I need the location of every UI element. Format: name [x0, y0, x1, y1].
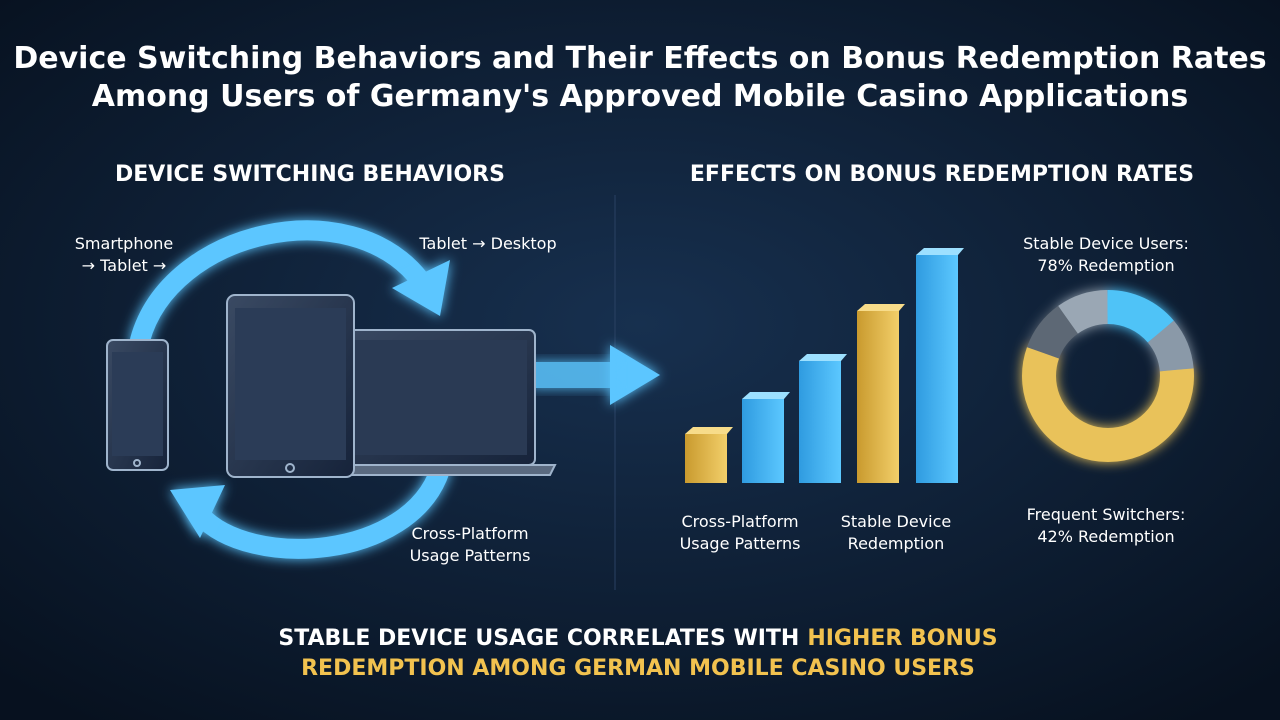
left-label: Tablet → Desktop [418, 234, 556, 253]
bar-body [685, 434, 727, 483]
bar-body [916, 255, 958, 483]
donut-label: 42% Redemption [1037, 527, 1174, 546]
title-line: Device Switching Behaviors and Their Eff… [13, 41, 1266, 76]
bar-body [857, 311, 899, 483]
devices [106, 294, 557, 478]
donut-segment [1022, 290, 1194, 462]
bar-top [685, 427, 733, 434]
donut-label: Stable Device Users: [1023, 234, 1189, 253]
donut-illustration [1022, 290, 1194, 462]
donut-segment [1022, 290, 1194, 462]
left-label: Cross-Platform [411, 524, 528, 543]
left-label: Smartphone [75, 234, 173, 253]
bar-label: Usage Patterns [680, 534, 801, 553]
bar-label: Stable Device [841, 512, 951, 531]
section-heading: EFFECTS ON BONUS REDEMPTION RATES [690, 162, 1194, 187]
footer-highlight: REDEMPTION AMONG GERMAN MOBILE CASINO US… [301, 656, 975, 681]
donut-label: Frequent Switchers: [1027, 505, 1186, 524]
bar-top [916, 248, 964, 255]
arrow-heads [170, 260, 660, 538]
bar-label: Cross-Platform [681, 512, 798, 531]
bar-body [742, 399, 784, 483]
bar-top [742, 392, 790, 399]
footer-highlight: HIGHER BONUS [807, 626, 997, 651]
section-heading: DEVICE SWITCHING BEHAVIORS [115, 162, 505, 187]
cycle-arrows [130, 220, 450, 559]
footer-line: STABLE DEVICE USAGE CORRELATES WITH HIGHE… [278, 626, 997, 651]
bar-body [799, 361, 841, 483]
title-line: Among Users of Germany's Approved Mobile… [92, 79, 1189, 114]
bar-top [799, 354, 847, 361]
bar-top [857, 304, 905, 311]
bar-label: Redemption [848, 534, 945, 553]
flow-arrow [530, 362, 615, 388]
bar-illustration [685, 248, 964, 483]
donut-label: 78% Redemption [1037, 256, 1174, 275]
left-label: → Tablet → [82, 256, 167, 275]
footer-text: STABLE DEVICE USAGE CORRELATES WITH [278, 626, 799, 651]
left-label: Usage Patterns [410, 546, 531, 565]
